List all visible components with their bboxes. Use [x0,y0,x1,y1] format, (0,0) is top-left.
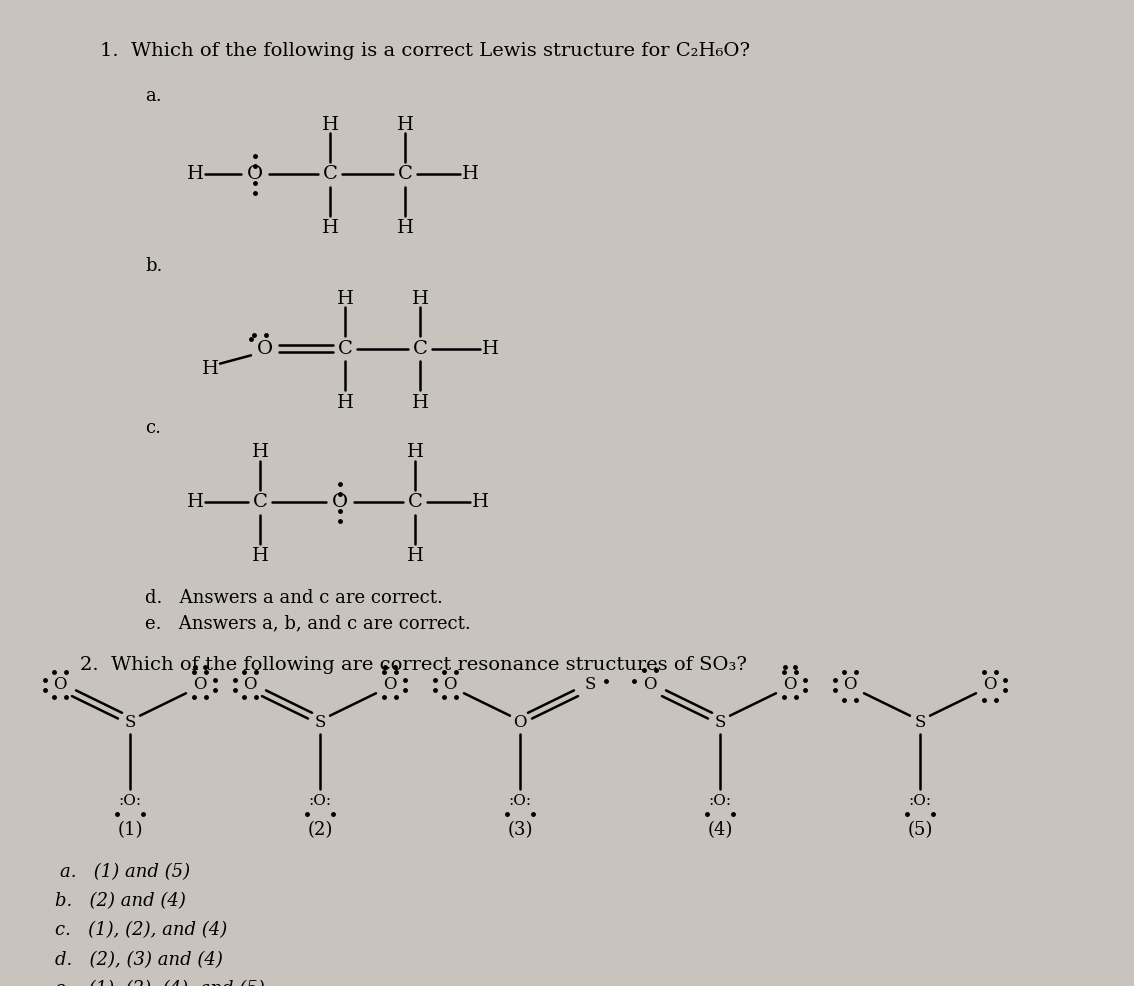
Text: C: C [322,166,338,183]
Text: O: O [247,166,263,183]
Text: :O:: :O: [118,794,142,809]
Text: H: H [202,361,219,379]
Text: c.: c. [145,419,161,437]
Text: S: S [314,714,325,731]
Text: O: O [193,676,206,693]
Text: O: O [383,676,397,693]
Text: S: S [584,676,595,693]
Text: H: H [186,493,203,512]
Text: 1.  Which of the following is a correct Lewis structure for C₂H₆O?: 1. Which of the following is a correct L… [100,41,750,59]
Text: C: C [407,493,423,512]
Text: H: H [406,547,423,565]
Text: H: H [412,290,429,308]
Text: O: O [257,340,273,358]
Text: C: C [338,340,353,358]
Text: O: O [53,676,67,693]
Text: H: H [337,290,354,308]
Text: e.   (1), (2), (4), and (5): e. (1), (2), (4), and (5) [56,980,264,986]
Text: :O:: :O: [709,794,731,809]
Text: S: S [125,714,136,731]
Text: O: O [643,676,657,693]
Text: :O:: :O: [308,794,331,809]
Text: a.   (1) and (5): a. (1) and (5) [60,864,191,881]
Text: c.   (1), (2), and (4): c. (1), (2), and (4) [56,922,227,940]
Text: H: H [397,219,414,238]
Text: (3): (3) [507,821,533,839]
Text: H: H [252,547,269,565]
Text: O: O [332,493,348,512]
Text: C: C [398,166,413,183]
Text: O: O [784,676,797,693]
Text: H: H [252,444,269,461]
Text: H: H [412,393,429,412]
Text: H: H [337,393,354,412]
Text: :O:: :O: [908,794,931,809]
Text: C: C [413,340,428,358]
Text: O: O [244,676,256,693]
Text: (1): (1) [117,821,143,839]
Text: H: H [186,166,203,183]
Text: (5): (5) [907,821,932,839]
Text: H: H [397,115,414,133]
Text: b.: b. [145,257,162,275]
Text: :O:: :O: [508,794,532,809]
Text: O: O [983,676,997,693]
Text: e.   Answers a, b, and c are correct.: e. Answers a, b, and c are correct. [145,614,471,632]
Text: b.   (2) and (4): b. (2) and (4) [56,892,186,910]
Text: (4): (4) [708,821,733,839]
Text: d.   (2), (3) and (4): d. (2), (3) and (4) [56,951,223,968]
Text: S: S [914,714,925,731]
Text: O: O [443,676,457,693]
Text: H: H [482,340,499,358]
Text: H: H [472,493,489,512]
Text: a.: a. [145,87,162,106]
Text: S: S [714,714,726,731]
Text: H: H [322,219,339,238]
Text: (2): (2) [307,821,332,839]
Text: O: O [844,676,857,693]
Text: O: O [514,714,527,731]
Text: H: H [322,115,339,133]
Text: d.   Answers a and c are correct.: d. Answers a and c are correct. [145,590,443,607]
Text: 2.  Which of the following are correct resonance structures of SO₃?: 2. Which of the following are correct re… [81,656,747,673]
Text: H: H [462,166,479,183]
Text: H: H [406,444,423,461]
Text: C: C [253,493,268,512]
